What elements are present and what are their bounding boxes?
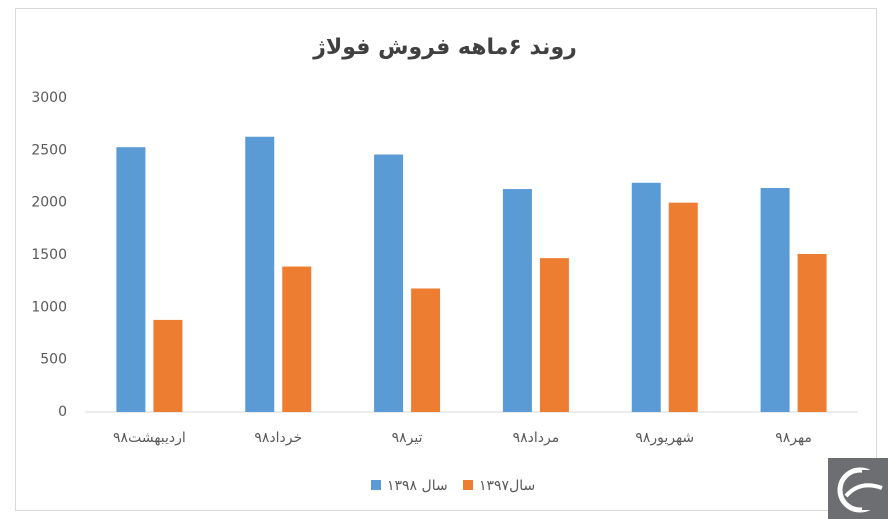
x-tick-label: مهر۹۸ (775, 430, 812, 446)
legend-label: سال ۱۳۹۸ (387, 478, 448, 494)
chart-title: روند ۶ماهه فروش فولاژ (312, 35, 577, 60)
bar (116, 147, 146, 412)
y-tick-label: 2000 (31, 195, 67, 211)
bar (668, 202, 698, 412)
bar (539, 258, 569, 412)
x-tick-label: اردیبهشت۹۸ (113, 430, 186, 446)
legend-swatch (463, 480, 473, 490)
y-tick-label: 1000 (31, 299, 67, 315)
x-tick-label: تیر۹۸ (392, 430, 423, 446)
bar (411, 288, 441, 412)
y-tick-label: 3000 (31, 90, 67, 106)
bar (245, 136, 275, 412)
bar (760, 188, 790, 412)
y-tick-label: 1500 (31, 247, 67, 263)
y-tick-label: 2500 (31, 142, 67, 158)
x-tick-label: شهریور۹۸ (635, 430, 694, 446)
bar (374, 154, 404, 412)
y-tick-label: 500 (40, 352, 67, 368)
bar (631, 182, 661, 412)
bar (153, 319, 183, 412)
bar (282, 266, 312, 412)
legend-swatch (371, 480, 381, 490)
legend-label: سال۱۳۹۷ (479, 478, 535, 494)
x-tick-label: مرداد۹۸ (513, 430, 560, 446)
x-tick-label: خرداد۹۸ (254, 430, 302, 446)
y-tick-label: 0 (58, 404, 67, 420)
logo (828, 458, 888, 519)
chart-border (15, 8, 877, 511)
bar (502, 189, 532, 412)
bar (797, 253, 827, 412)
